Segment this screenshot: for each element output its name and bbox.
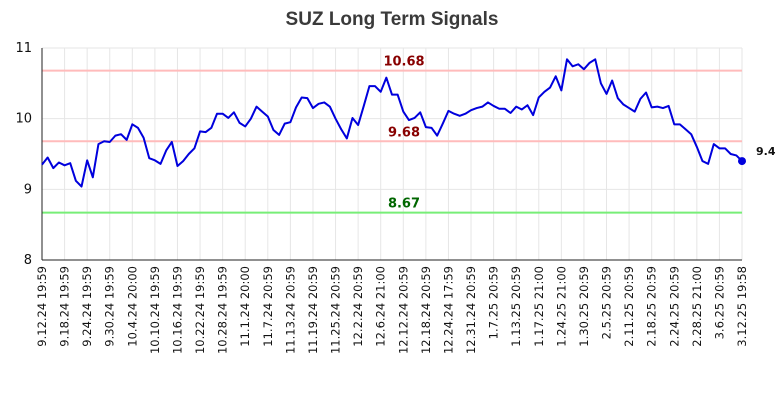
x-tick-label: 11.7.24 20:59: [261, 266, 275, 347]
grid: [41, 47, 743, 261]
reference-lines: 10.68 9.68 8.67: [42, 55, 742, 214]
x-tick-label: 2.28.25 21:00: [690, 266, 704, 347]
x-tick-label: 10.4.24 20:00: [125, 266, 139, 347]
reference-label: 9.68: [388, 125, 420, 140]
x-tick-label: 10.10.24 19:59: [148, 266, 162, 354]
last-value-marker: [738, 157, 746, 166]
x-tick-label: 9.30.24 19:59: [103, 266, 117, 347]
x-tick-label: 2.24.25 20:59: [667, 266, 681, 347]
x-tick-label: 9.18.24 19:59: [58, 266, 72, 347]
reference-label: 8.67: [388, 197, 420, 212]
x-tick-label: 9.24.24 19:59: [80, 266, 94, 347]
y-tick-label: 8: [24, 253, 32, 268]
price-series: 9.4: [41, 58, 776, 188]
x-tick-label: 1.30.25 20:59: [577, 266, 591, 347]
x-tick-label: 3.12.25 19:58: [735, 266, 749, 347]
x-tick-label: 12.2.24 20:59: [351, 266, 365, 347]
y-axis-ticks: 8 9 10 11: [15, 41, 32, 268]
x-tick-label: 1.7.25 20:59: [487, 266, 501, 339]
x-tick-label: 10.28.24 19:59: [216, 266, 230, 354]
x-tick-label: 1.24.25 21:00: [554, 266, 568, 347]
chart-title: SUZ Long Term Signals: [286, 9, 499, 30]
x-tick-label: 12.24.24 17:59: [441, 266, 455, 354]
x-tick-label: 12.18.24 20:59: [419, 266, 433, 354]
x-tick-label: 11.1.24 20:00: [238, 266, 252, 347]
x-tick-label: 1.17.25 21:00: [532, 266, 546, 347]
reference-label: 10.68: [383, 55, 424, 70]
series-line: [41, 58, 743, 188]
x-tick-label: 2.11.25 20:59: [622, 266, 636, 347]
x-tick-label: 11.25.24 20:59: [329, 266, 343, 354]
y-tick-label: 11: [15, 41, 32, 56]
x-tick-label: 10.16.24 19:59: [170, 266, 184, 354]
x-tick-label: 1.13.25 20:59: [509, 266, 523, 347]
y-tick-label: 10: [15, 112, 32, 127]
x-axis-ticks: 9.12.24 19:59 9.18.24 19:59 9.24.24 19:59 9…: [35, 266, 749, 354]
x-tick-label: 12.31.24 20:59: [464, 266, 478, 354]
x-tick-label: 11.13.24 20:59: [283, 266, 297, 354]
last-value-label: 9.4: [756, 145, 776, 158]
axes: [41, 48, 742, 261]
x-tick-label: 3.6.25 20:59: [712, 266, 726, 339]
x-tick-label: 11.19.24 20:59: [306, 266, 320, 354]
x-tick-label: 2.5.25 20:59: [600, 266, 614, 339]
x-tick-label: 2.18.25 20:59: [645, 266, 659, 347]
x-tick-label: 10.22.24 19:59: [193, 266, 207, 354]
y-tick-label: 9: [24, 182, 32, 197]
x-tick-label: 12.12.24 20:59: [396, 266, 410, 354]
x-tick-label: 12.6.24 21:00: [374, 266, 388, 347]
x-tick-label: 9.12.24 19:59: [35, 266, 49, 347]
